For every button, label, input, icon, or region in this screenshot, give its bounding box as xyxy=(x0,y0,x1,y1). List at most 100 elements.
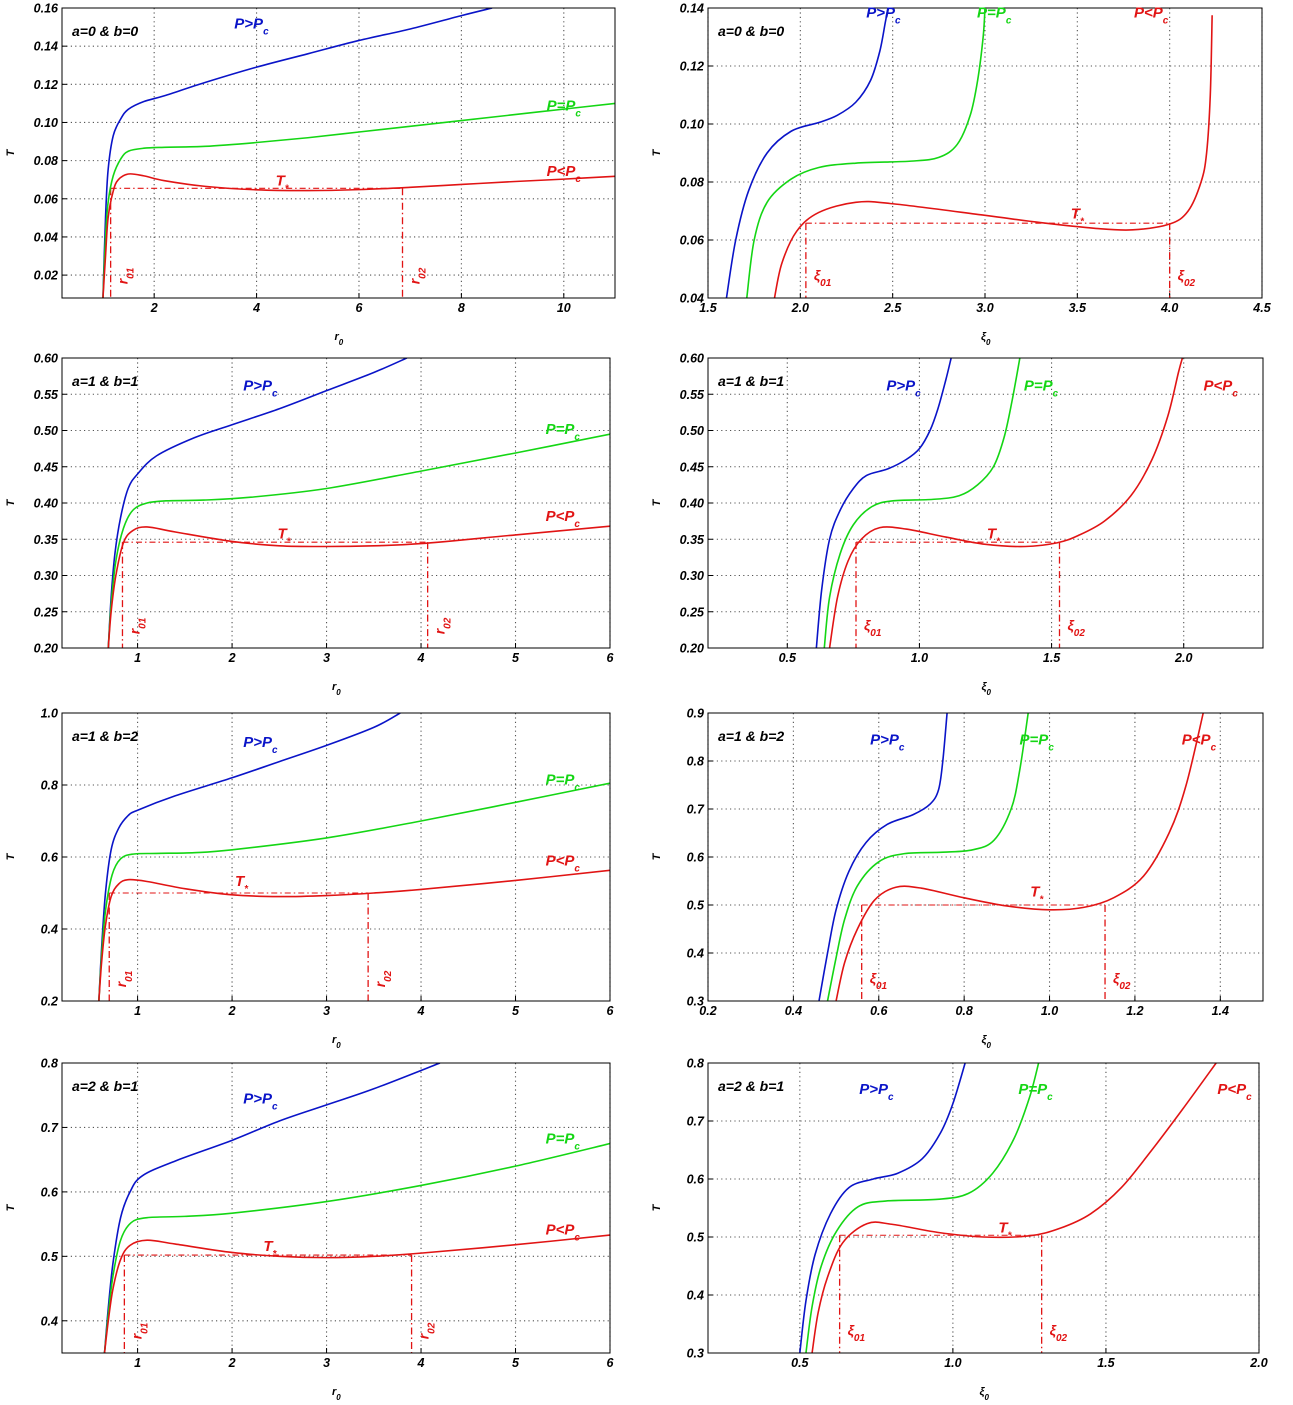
y-tick-label: 0.8 xyxy=(687,755,704,769)
root-label-1-main: r xyxy=(126,627,142,634)
y-tick-label: 0.10 xyxy=(680,118,704,132)
x-tick-label: 4 xyxy=(417,651,425,665)
panel-6: 0.2 0.4 0.6 0.8 1.0 1.2 1.4 0.3 0.4 0.5 0.6 0.7 0.8 0… xyxy=(651,707,1264,1050)
x-tick-label: 1 xyxy=(134,651,141,665)
y-tick-label: 0.25 xyxy=(34,605,59,619)
x-tick-label: 4 xyxy=(417,1004,425,1018)
x-tick-label: 1.5 xyxy=(1043,651,1061,665)
series-label-red-sub: c xyxy=(1232,388,1238,399)
ticks: 1 2 3 4 5 6 0.20 0.25 0.30 0.35 0.40 0.45 0.50 0.55 0.… xyxy=(34,352,615,666)
root-label-2-sub: 02 xyxy=(442,617,453,629)
root-label-1: ξ01 xyxy=(864,617,882,639)
root-label-2-main: r xyxy=(372,980,388,987)
curves xyxy=(103,1063,610,1353)
y-tick-label: 0.4 xyxy=(687,947,704,961)
y-tick-label: 0.55 xyxy=(34,388,59,402)
grid xyxy=(708,357,1263,649)
root-label-1-sub: 01 xyxy=(876,981,888,992)
y-axis-label: T xyxy=(5,148,17,156)
x-axis-label: ξ0 xyxy=(981,331,991,347)
series-label-blue: P>Pc xyxy=(234,15,269,37)
x-axis-label-main: ξ xyxy=(982,681,988,693)
series-label-green: P=Pc xyxy=(546,421,581,443)
series-line-red xyxy=(103,1234,610,1353)
plot-frame xyxy=(61,7,616,299)
x-axis-label-main: ξ xyxy=(981,331,987,343)
y-tick-label: 0.60 xyxy=(680,352,704,366)
x-tick-label: 4.0 xyxy=(1160,301,1178,315)
x-axis-label: r0 xyxy=(332,1386,341,1402)
series-line-blue xyxy=(102,8,493,298)
t-star-label: T* xyxy=(1030,883,1044,905)
series-label-blue-main: P>P xyxy=(886,378,916,395)
y-tick-label: 0.3 xyxy=(687,1347,704,1361)
series-line-blue xyxy=(107,358,408,648)
series-label-blue-main: P>P xyxy=(243,378,273,395)
y-tick-label: 0.3 xyxy=(687,995,704,1009)
series-label-red: P<Pc xyxy=(1204,378,1239,400)
x-tick-label: 1.0 xyxy=(911,651,928,665)
params-label: a=0 & b=0 xyxy=(72,23,138,39)
series-label-green-sub: c xyxy=(574,1141,580,1152)
series-label-red-main: P<P xyxy=(547,163,577,180)
root-label-2: ξ02 xyxy=(1050,1322,1068,1344)
t-star-label: T* xyxy=(263,1238,277,1260)
y-tick-label: 0.06 xyxy=(680,234,705,248)
ticks: 1 2 3 4 5 6 0.4 0.5 0.6 0.7 0.8 xyxy=(41,1057,615,1371)
root-label-1-sub: 01 xyxy=(139,1322,150,1334)
y-tick-label: 0.55 xyxy=(680,388,705,402)
y-tick-label: 0.8 xyxy=(41,1057,58,1071)
params-label: a=1 & b=2 xyxy=(72,728,138,744)
y-tick-label: 0.5 xyxy=(41,1250,59,1264)
root-label-1-sub: 01 xyxy=(137,617,148,629)
y-tick-label: 0.8 xyxy=(41,779,58,793)
t-star-label-main: T xyxy=(1071,205,1082,222)
y-tick-label: 0.30 xyxy=(34,569,58,583)
root-label-2-sub: 02 xyxy=(1184,278,1196,289)
series-label-green-sub: c xyxy=(575,108,581,119)
series-line-green xyxy=(745,8,986,298)
y-tick-label: 0.10 xyxy=(34,116,58,130)
series-label-red: P<Pc xyxy=(1134,4,1169,26)
series-label-blue: P>Pc xyxy=(243,734,278,756)
series-line-blue xyxy=(815,358,952,648)
y-tick-label: 0.12 xyxy=(680,60,704,74)
grid xyxy=(62,1062,611,1353)
y-tick-label: 0.45 xyxy=(34,460,59,474)
y-axis-label: T xyxy=(5,852,17,860)
series-label-blue-main: P>P xyxy=(859,1081,889,1098)
x-tick-label: 5 xyxy=(512,651,520,665)
series-label-red-main: P<P xyxy=(1217,1081,1247,1098)
series-label-red-main: P<P xyxy=(546,853,576,870)
y-axis-label: T xyxy=(5,498,17,506)
series-label-red-sub: c xyxy=(574,863,580,874)
series-label-blue: P>Pc xyxy=(866,4,901,26)
y-axis-label: T xyxy=(651,1203,663,1211)
series-label-red-sub: c xyxy=(1211,742,1217,753)
y-tick-label: 0.40 xyxy=(34,497,58,511)
series-label-blue-sub: c xyxy=(895,15,901,26)
series-line-blue xyxy=(725,8,889,298)
x-tick-label: 3 xyxy=(323,1356,330,1370)
root-label-1-sub: 01 xyxy=(854,1333,866,1344)
t-star-label-main: T xyxy=(277,526,288,543)
series-label-green-main: P=P xyxy=(547,97,577,114)
plot-frame xyxy=(707,712,1264,1002)
root-label-2-sub: 02 xyxy=(1074,628,1086,639)
series-line-blue xyxy=(98,713,401,1001)
root-label-2: ξ02 xyxy=(1178,267,1196,289)
t-star-label-main: T xyxy=(235,873,246,890)
plot-frame xyxy=(707,7,1263,299)
panel-1: 2 4 6 8 100.020.040.060.080.100.120.140.16r0… xyxy=(5,2,616,347)
root-label-2: r02 xyxy=(407,267,429,284)
curves xyxy=(725,8,1213,298)
x-axis-label-sub: 0 xyxy=(986,688,991,697)
root-label-1-sub: 01 xyxy=(124,970,135,982)
series-label-red: P<Pc xyxy=(546,1221,581,1243)
plot-frame xyxy=(707,357,1264,649)
y-tick-label: 0.50 xyxy=(34,424,58,438)
series-label-green: P=Pc xyxy=(546,772,581,794)
y-axis-label: T xyxy=(5,1203,17,1211)
params-label: a=2 & b=1 xyxy=(718,1078,784,1094)
x-axis-label-main: r xyxy=(335,331,340,343)
